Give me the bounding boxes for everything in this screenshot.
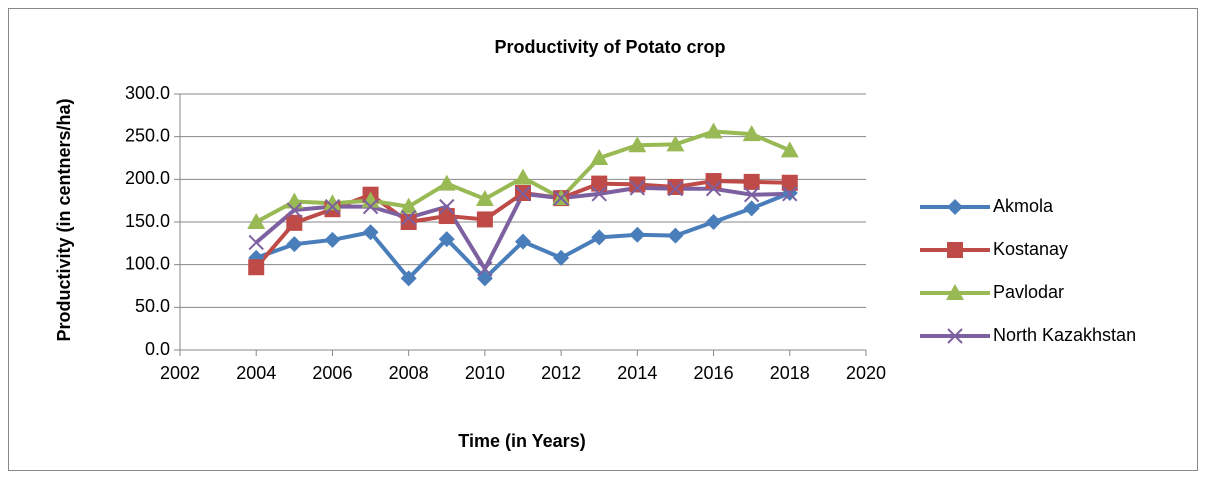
x-tick-label: 2016 bbox=[694, 363, 734, 383]
legend-marker bbox=[947, 328, 963, 344]
data-point bbox=[324, 198, 341, 215]
x-tick-label: 2014 bbox=[617, 363, 657, 383]
y-tick-label: 300.0 bbox=[125, 83, 170, 103]
data-point bbox=[591, 186, 607, 202]
y-tick-label: 150.0 bbox=[125, 211, 170, 231]
data-point bbox=[400, 210, 417, 226]
data-point bbox=[247, 213, 266, 229]
data-point bbox=[553, 249, 570, 266]
data-point bbox=[514, 168, 532, 185]
x-tick-label: 2018 bbox=[770, 363, 810, 383]
data-point bbox=[286, 236, 303, 253]
x-tick-label: 2012 bbox=[541, 363, 581, 383]
data-point bbox=[667, 181, 684, 197]
data-point bbox=[629, 180, 646, 196]
data-point bbox=[400, 214, 417, 230]
x-axis-label: Time (in Years) bbox=[458, 431, 585, 451]
x-tick-label: 2002 bbox=[160, 363, 200, 383]
y-tick-label: 100.0 bbox=[125, 253, 170, 273]
x-tick-label: 2020 bbox=[846, 363, 886, 383]
legend-label: North Kazakhstan bbox=[993, 325, 1136, 345]
legend-marker bbox=[946, 284, 964, 300]
y-tick-label: 50.0 bbox=[135, 296, 170, 316]
x-tick-label: 2010 bbox=[465, 363, 505, 383]
data-point bbox=[590, 149, 609, 165]
data-point bbox=[438, 208, 455, 225]
y-tick-label: 250.0 bbox=[125, 125, 170, 145]
data-point bbox=[742, 125, 761, 142]
data-point bbox=[361, 191, 380, 208]
data-point bbox=[705, 181, 722, 197]
data-point bbox=[743, 200, 760, 217]
legend-marker bbox=[947, 199, 963, 215]
data-point bbox=[515, 186, 531, 202]
data-point bbox=[438, 231, 455, 248]
data-point bbox=[781, 174, 798, 191]
data-point bbox=[399, 197, 418, 214]
data-point bbox=[324, 231, 341, 248]
x-tick-label: 2008 bbox=[389, 363, 429, 383]
legend-label: Kostanay bbox=[993, 239, 1068, 259]
data-point bbox=[705, 214, 722, 230]
data-point bbox=[248, 259, 265, 276]
data-point bbox=[515, 233, 531, 250]
data-point bbox=[323, 194, 342, 211]
data-point bbox=[437, 174, 456, 191]
y-tick-label: 200.0 bbox=[125, 168, 170, 188]
x-tick-label: 2006 bbox=[312, 363, 352, 383]
data-point bbox=[629, 226, 646, 243]
legend-label: Pavlodar bbox=[993, 282, 1064, 302]
y-axis-label: Productivity (in centners/ha) bbox=[54, 98, 74, 341]
data-point bbox=[362, 224, 379, 241]
x-tick-label: 2004 bbox=[236, 363, 276, 383]
data-point bbox=[666, 135, 685, 152]
legend-marker bbox=[947, 242, 963, 258]
data-point bbox=[628, 136, 647, 153]
data-point bbox=[286, 214, 303, 231]
legend-label: Akmola bbox=[993, 196, 1054, 216]
y-tick-label: 0.0 bbox=[145, 339, 170, 359]
data-point bbox=[477, 261, 493, 277]
data-point bbox=[705, 173, 722, 190]
data-point bbox=[629, 176, 646, 193]
data-point bbox=[286, 202, 303, 218]
data-point bbox=[248, 234, 264, 251]
data-point bbox=[553, 190, 569, 206]
data-point bbox=[362, 198, 379, 215]
data-point bbox=[475, 189, 494, 206]
data-point bbox=[476, 211, 493, 228]
data-point bbox=[782, 186, 798, 202]
data-point bbox=[704, 122, 723, 139]
data-point bbox=[780, 141, 799, 158]
chart-title: Productivity of Potato crop bbox=[494, 37, 725, 57]
data-point bbox=[439, 198, 455, 215]
data-point bbox=[743, 173, 760, 190]
data-point bbox=[743, 186, 760, 203]
data-point bbox=[667, 227, 684, 244]
data-point bbox=[667, 179, 684, 196]
data-point bbox=[591, 175, 608, 192]
data-point bbox=[400, 270, 417, 287]
data-point bbox=[591, 229, 608, 246]
